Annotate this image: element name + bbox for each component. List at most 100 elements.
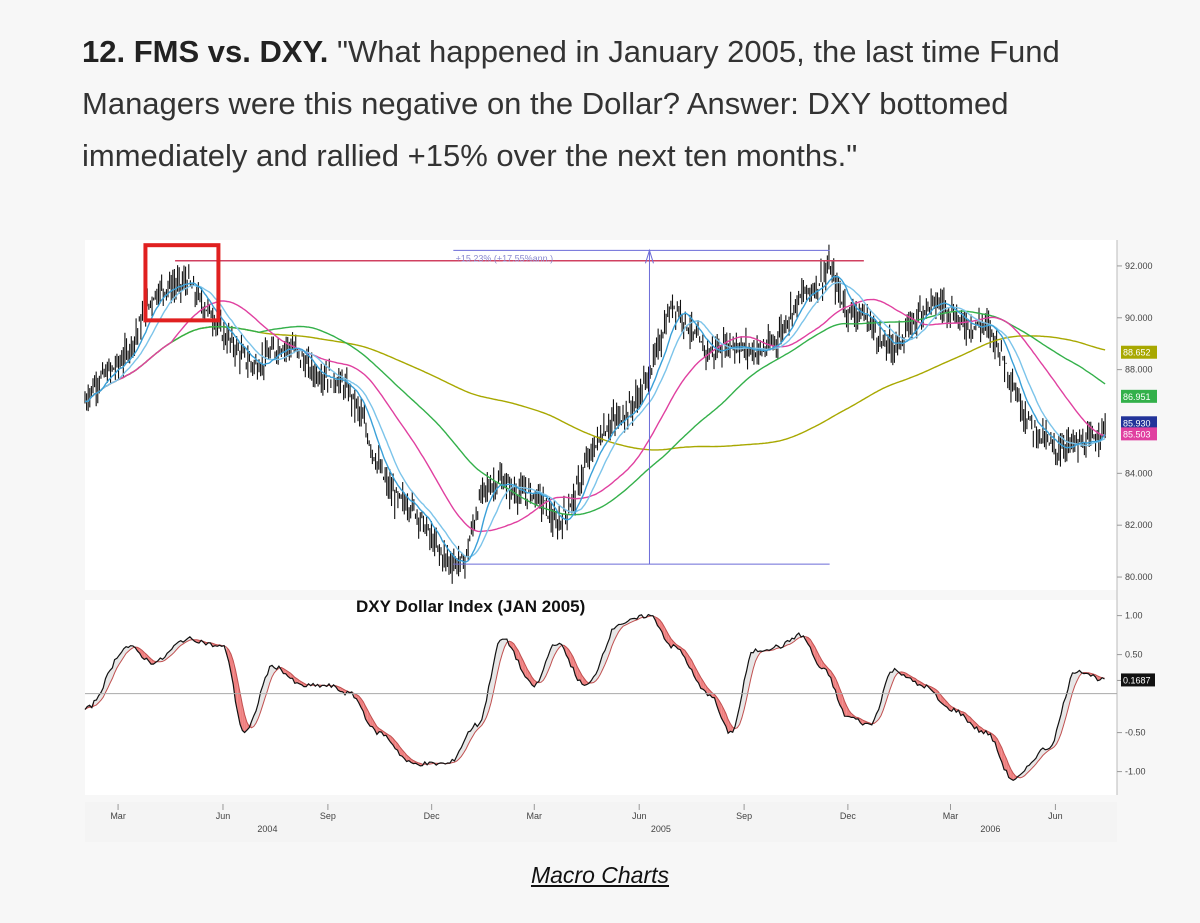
oscillator-fill-segment — [703, 681, 706, 692]
oscillator-fill-segment — [739, 695, 742, 725]
x-tick-label: Sep — [320, 811, 336, 821]
oscillator-fill-segment — [233, 660, 236, 702]
oscillator-fill-segment — [751, 652, 754, 678]
value-label-box — [1121, 427, 1157, 441]
oscillator-fill-segment — [269, 665, 272, 684]
oscillator-fill-segment — [821, 660, 824, 669]
oscillator-fill-segment — [258, 691, 261, 719]
price-y-tick-label: 90.000 — [1125, 313, 1153, 323]
oscillator-fill-segment — [876, 709, 879, 722]
oscillator-fill-segment — [543, 661, 546, 681]
value-label: 85.503 — [1123, 429, 1151, 439]
value-label: 88.652 — [1123, 348, 1151, 358]
x-tick-label: Dec — [840, 811, 857, 821]
measure-arrow — [644, 248, 654, 264]
x-tick-label: Dec — [424, 811, 441, 821]
article-lead: 12. FMS vs. DXY. — [82, 34, 329, 69]
oscillator-fill-segment — [755, 649, 758, 662]
oscillator-fill-segment — [500, 639, 503, 662]
oscillator-fill-segment — [151, 658, 154, 665]
oscillator-fill-segment — [484, 700, 487, 722]
oscillator-fill-segment — [584, 678, 587, 686]
oscillator-fill-segment — [741, 680, 745, 719]
x-tick-label: Mar — [943, 811, 959, 821]
oscillator-fill-segment — [618, 624, 621, 632]
oscillator-fill-segment — [1074, 672, 1078, 686]
x-tick-label: Jun — [1048, 811, 1063, 821]
value-label-box — [1121, 416, 1157, 430]
oscillator-fill-segment — [114, 658, 117, 673]
oscillator-fill-segment — [1077, 670, 1080, 681]
price-panel-bg — [85, 240, 1117, 590]
oscillator-fill-segment — [461, 742, 464, 757]
macro-charts-link[interactable]: Macro Charts — [530, 862, 670, 888]
oscillator-fill-segment — [721, 704, 724, 723]
oscillator-fill-segment — [719, 700, 722, 718]
oscillator-fill-segment — [502, 639, 505, 654]
price-y-tick-label: 92.000 — [1125, 261, 1153, 271]
value-label-box — [1121, 345, 1157, 359]
oscillator-fill-segment — [846, 706, 849, 717]
x-year-label: 2004 — [257, 824, 277, 834]
x-tick-label: Mar — [527, 811, 543, 821]
oscillator-fill-segment — [171, 645, 174, 655]
oscillator-fill-segment — [94, 700, 97, 706]
oscillator-fill-segment — [137, 647, 140, 654]
oscillator-fill-segment — [231, 654, 234, 685]
oscillator-fill-segment — [365, 706, 368, 723]
ma-mid-line — [85, 298, 1106, 533]
osc-value-label-box — [1121, 673, 1155, 687]
osc-y-tick-label: -0.50 — [1125, 728, 1146, 738]
article-quote: "What happened in January 2005, the last… — [82, 34, 1060, 173]
osc-y-tick-label: -1.00 — [1125, 767, 1146, 777]
oscillator-panel-bg — [85, 600, 1117, 795]
oscillator-fill-segment — [1072, 672, 1075, 693]
value-label-box — [1121, 389, 1157, 403]
oscillator-fill-segment — [753, 649, 756, 669]
oscillator-fill-segment — [1061, 702, 1064, 734]
oscillator-fill-segment — [383, 731, 386, 736]
x-year-label: 2005 — [651, 824, 671, 834]
time-axis-bg — [85, 802, 1117, 842]
chart-caption: Macro Charts — [0, 862, 1200, 889]
oscillator-fill-segment — [878, 701, 881, 720]
oscillator-fill-segment — [730, 723, 733, 733]
price-y-tick-label: 88.000 — [1125, 365, 1153, 375]
x-tick-label: Sep — [736, 811, 752, 821]
oscillator-fill-segment — [833, 674, 836, 690]
oscillator-fill-segment — [716, 697, 719, 712]
oscillator-fill-segment — [600, 654, 603, 675]
value-label: 86.951 — [1123, 392, 1151, 402]
dxy-chart-svg: +15.23% (+17.55%ann.) DXY Dollar Index (J… — [84, 240, 1157, 842]
oscillator-fill-segment — [370, 714, 373, 727]
oscillator-fill-segment — [616, 624, 619, 637]
oscillator-fill-segment — [568, 649, 571, 667]
osc-y-tick-label: 0.50 — [1125, 650, 1143, 660]
oscillator-fill-segment — [1010, 769, 1014, 781]
oscillator-fill-segment — [682, 648, 685, 658]
oscillator-fill-segment — [290, 673, 293, 679]
oscillator-fill-segment — [244, 714, 247, 733]
oscillator-fill-segment — [1013, 773, 1016, 781]
oscillator-fill-segment — [123, 646, 127, 657]
value-label: 85.930 — [1123, 418, 1151, 428]
ma-fast2-line — [85, 281, 1106, 558]
highlight-box — [143, 243, 221, 323]
article-paragraph: 12. FMS vs. DXY. "What happened in Janua… — [82, 26, 1162, 182]
price-bars-group — [84, 244, 1106, 584]
x-tick-label: Jun — [632, 811, 647, 821]
measure-label: +15.23% (+17.55%ann.) — [456, 253, 554, 263]
oscillator-fill-segment — [388, 734, 391, 743]
x-tick-label: Jun — [216, 811, 231, 821]
oscillator-fill-segment — [1056, 722, 1059, 744]
osc-y-tick-label: 1.00 — [1125, 611, 1143, 621]
oscillator-fill-segment — [509, 641, 512, 648]
oscillator-fill-segment — [598, 661, 601, 679]
oscillator-fill-segment — [552, 644, 555, 660]
price-y-tick-label: 80.000 — [1125, 572, 1153, 582]
oscillator-fill-segment — [256, 703, 259, 724]
oscillator-fill-segment — [997, 738, 1000, 757]
oscillator-fill-segment — [808, 637, 811, 648]
chart-container: +15.23% (+17.55%ann.) DXY Dollar Index (J… — [60, 220, 1170, 860]
oscillator-fill-segment — [810, 639, 813, 654]
